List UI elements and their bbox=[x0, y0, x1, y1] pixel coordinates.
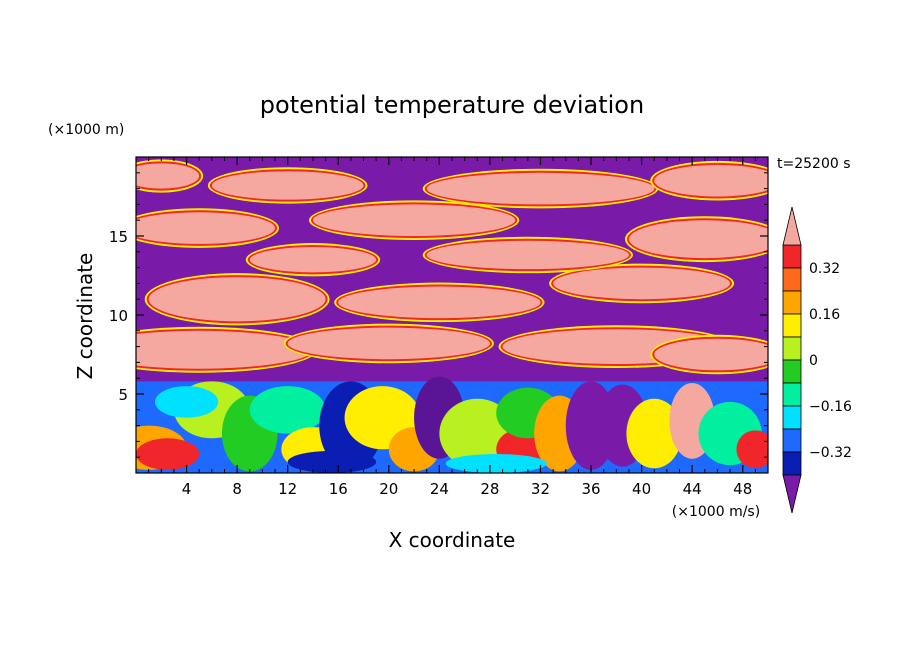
chart-title: potential temperature deviation bbox=[260, 91, 644, 119]
warm-cloud bbox=[287, 327, 490, 360]
x-units-label: (×1000 m/s) bbox=[672, 504, 760, 520]
x-tick-label: 16 bbox=[329, 480, 348, 498]
field-blob bbox=[626, 398, 683, 469]
y-axis-label: Z coordinate bbox=[73, 253, 97, 380]
colorbar-tick-label: −0.16 bbox=[809, 399, 852, 415]
x-tick-label: 4 bbox=[182, 480, 192, 498]
warm-cloud bbox=[136, 212, 276, 244]
colorbar-tick-label: 0 bbox=[809, 353, 818, 369]
colorbar-swatch bbox=[782, 336, 802, 361]
colorbar-tick-label: 0.32 bbox=[809, 261, 840, 277]
field-blob bbox=[249, 386, 326, 434]
field-blob bbox=[445, 454, 547, 473]
x-tick-label: 40 bbox=[632, 480, 651, 498]
x-tick-label: 12 bbox=[278, 480, 297, 498]
warm-cloud bbox=[312, 204, 516, 236]
warm-cloud bbox=[654, 164, 768, 197]
warm-cloud bbox=[338, 286, 541, 319]
warm-cloud bbox=[628, 220, 768, 259]
field-blob bbox=[736, 430, 768, 469]
x-tick-label: 28 bbox=[480, 480, 499, 498]
colorbar-tick-label: 0.16 bbox=[809, 307, 840, 323]
warm-cloud bbox=[249, 247, 377, 273]
colorbar-swatch bbox=[782, 428, 802, 453]
y-tick-label: 10 bbox=[109, 307, 128, 325]
warm-cloud bbox=[136, 163, 200, 189]
colorbar-swatch bbox=[782, 359, 802, 384]
x-tick-label: 36 bbox=[581, 480, 600, 498]
colorbar-swatch bbox=[782, 290, 802, 315]
field-blob bbox=[439, 398, 516, 469]
y-tick-label: 15 bbox=[109, 228, 128, 246]
x-tick-label: 24 bbox=[430, 480, 449, 498]
colorbar-swatch bbox=[782, 244, 802, 269]
colorbar-swatch bbox=[782, 405, 802, 430]
heatmap-field bbox=[136, 157, 768, 473]
colorbar-swatch bbox=[782, 382, 802, 407]
colorbar-swatch bbox=[782, 451, 802, 476]
colorbar-extend-top bbox=[782, 206, 802, 246]
x-tick-label: 20 bbox=[379, 480, 398, 498]
warm-cloud bbox=[136, 330, 313, 369]
x-axis: 4 8 12 16 20 24 28 32 36 40 44 48 bbox=[148, 157, 756, 498]
time-label: t=25200 s bbox=[777, 156, 851, 172]
colorbar-swatch bbox=[782, 313, 802, 338]
y-tick-label: 5 bbox=[118, 386, 128, 404]
warm-cloud bbox=[148, 277, 326, 322]
colorbar: 0.32 0.16 0 −0.16 −0.32 bbox=[782, 206, 852, 514]
warm-cloud bbox=[654, 338, 768, 371]
y-units-label: (×1000 m) bbox=[48, 122, 124, 138]
x-axis-label: X coordinate bbox=[389, 528, 516, 552]
warm-cloud bbox=[211, 171, 364, 200]
field-blob bbox=[136, 438, 200, 470]
field-blob bbox=[287, 450, 377, 473]
colorbar-tick-label: −0.32 bbox=[809, 445, 852, 461]
y-axis: 5 10 15 bbox=[109, 172, 768, 458]
x-tick-label: 32 bbox=[531, 480, 550, 498]
warm-cloud bbox=[426, 240, 629, 270]
colorbar-swatch bbox=[782, 267, 802, 292]
warm-cloud bbox=[553, 267, 731, 300]
x-tick-label: 44 bbox=[683, 480, 702, 498]
x-tick-label: 48 bbox=[733, 480, 752, 498]
x-tick-label: 8 bbox=[232, 480, 242, 498]
field-blob bbox=[154, 386, 219, 418]
colorbar-extend-bottom bbox=[782, 474, 802, 514]
warm-cloud bbox=[426, 172, 655, 205]
